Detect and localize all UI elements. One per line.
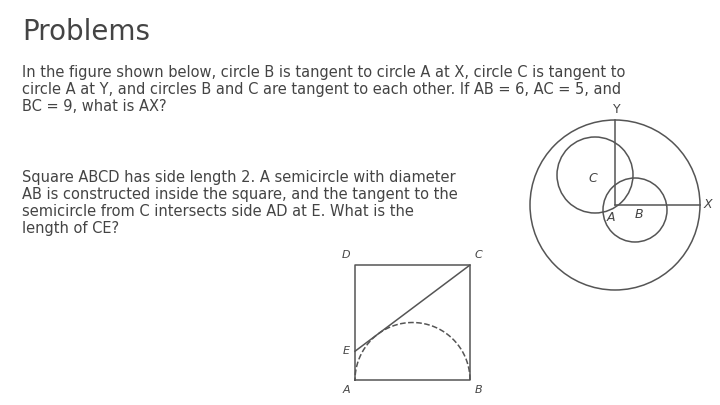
Text: A: A bbox=[607, 211, 616, 224]
Text: length of CE?: length of CE? bbox=[22, 221, 119, 236]
Text: In the figure shown below, circle B is tangent to circle A at X, circle C is tan: In the figure shown below, circle B is t… bbox=[22, 65, 626, 80]
Text: D: D bbox=[341, 250, 350, 260]
Text: C: C bbox=[475, 250, 482, 260]
Text: B: B bbox=[635, 207, 643, 220]
Text: A: A bbox=[343, 385, 350, 395]
Text: BC = 9, what is AX?: BC = 9, what is AX? bbox=[22, 99, 166, 114]
Text: AB is constructed inside the square, and the tangent to the: AB is constructed inside the square, and… bbox=[22, 187, 458, 202]
Text: X: X bbox=[704, 198, 713, 211]
Text: E: E bbox=[343, 346, 350, 356]
Text: Problems: Problems bbox=[22, 18, 150, 46]
Text: C: C bbox=[589, 173, 598, 185]
Text: Square ABCD has side length 2. A semicircle with diameter: Square ABCD has side length 2. A semicir… bbox=[22, 170, 456, 185]
Text: Y: Y bbox=[613, 103, 621, 116]
Text: circle A at Y, and circles B and C are tangent to each other. If AB = 6, AC = 5,: circle A at Y, and circles B and C are t… bbox=[22, 82, 621, 97]
Text: semicircle from C intersects side AD at E. What is the: semicircle from C intersects side AD at … bbox=[22, 204, 414, 219]
Text: B: B bbox=[475, 385, 482, 395]
